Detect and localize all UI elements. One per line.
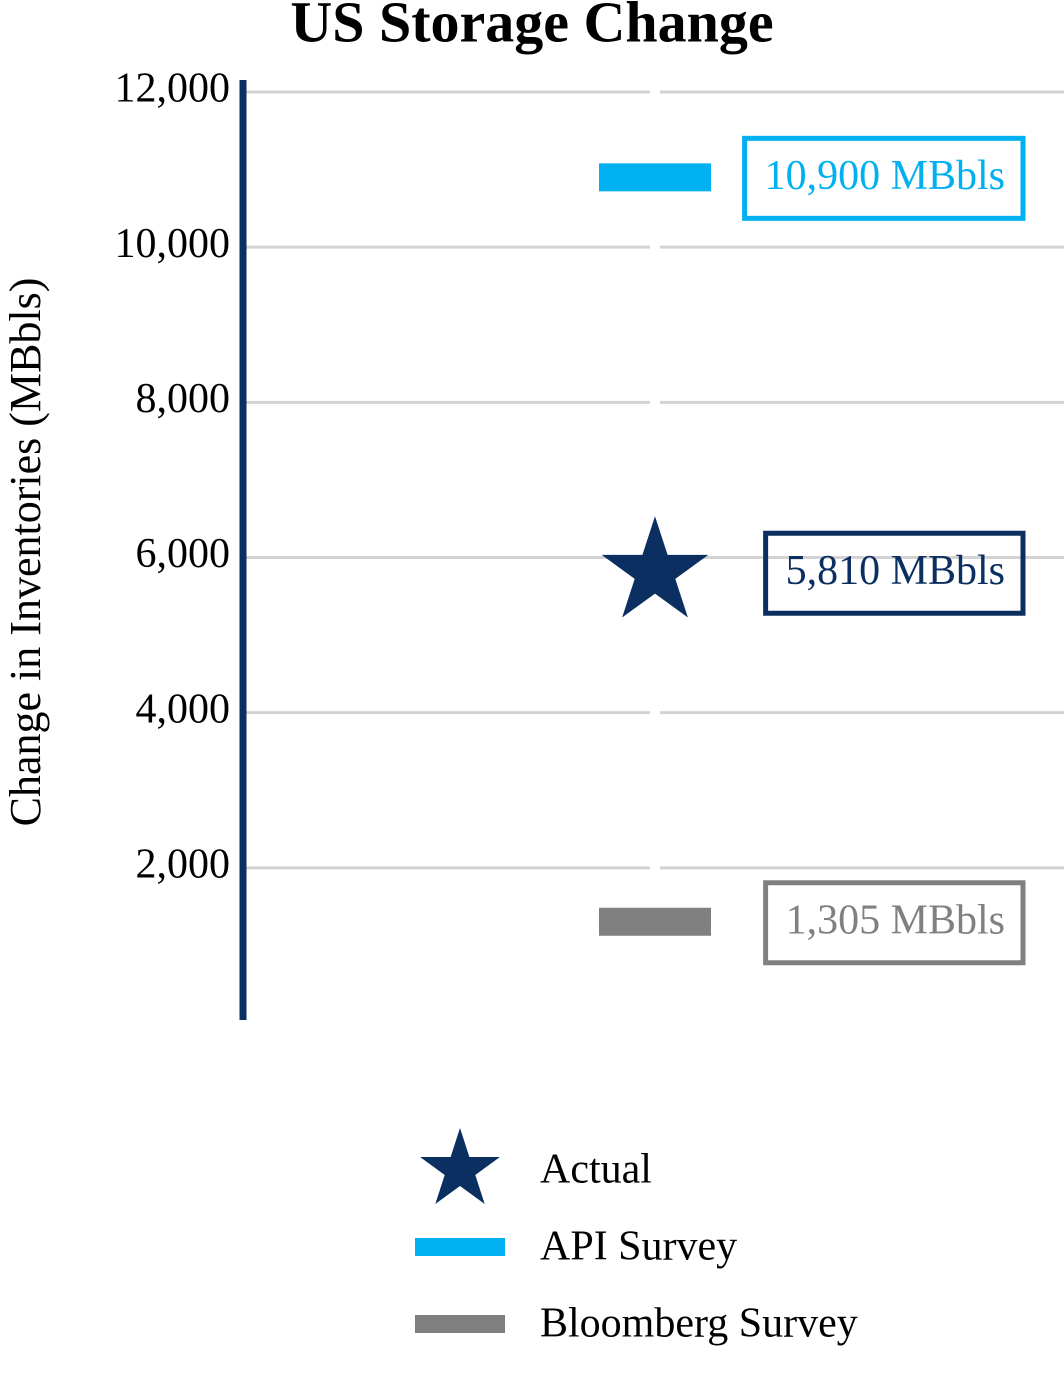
y-tick-label: 2,000 [136,841,231,887]
star-marker [601,516,709,618]
data-label-box [742,135,1026,221]
y-axis-title: Change in Inventories (MBbls) [1,278,50,827]
data-label-box [763,530,1026,616]
data-label: 10,900 MBbls [765,153,1005,199]
legend-label: API Survey [540,1224,737,1270]
y-tick-label: 6,000 [136,531,231,577]
legend-label: Actual [540,1147,652,1193]
legend-marker [415,1238,505,1256]
y-tick-label: 8,000 [136,376,231,422]
dash-marker [599,163,711,192]
y-tick-label: 10,000 [115,221,231,267]
data-label: 1,305 MBbls [786,897,1005,943]
y-tick-label: 4,000 [136,686,231,732]
legend-marker [415,1315,505,1333]
data-label: 5,810 MBbls [786,548,1005,594]
dash-marker [599,907,711,936]
y-tick-label: 12,000 [115,66,231,112]
data-label-box [763,880,1026,966]
chart-title: US Storage Change [290,0,773,54]
legend-marker [420,1128,500,1204]
legend-label: Bloomberg Survey [540,1301,858,1347]
